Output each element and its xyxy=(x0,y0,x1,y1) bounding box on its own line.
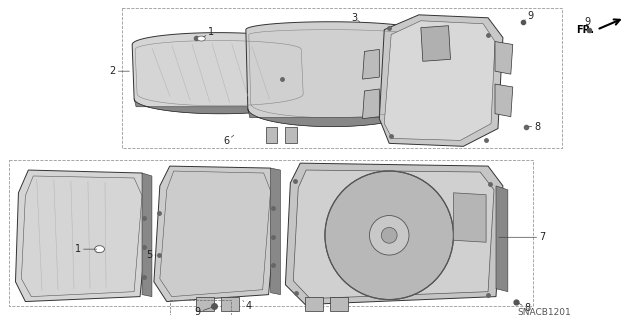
Polygon shape xyxy=(271,168,280,295)
Bar xyxy=(122,8,562,148)
Polygon shape xyxy=(330,297,348,311)
Polygon shape xyxy=(384,21,495,140)
Ellipse shape xyxy=(95,246,104,253)
Text: 2: 2 xyxy=(109,66,129,76)
Polygon shape xyxy=(132,33,307,114)
Polygon shape xyxy=(285,127,297,143)
Text: 4: 4 xyxy=(243,300,252,311)
Polygon shape xyxy=(196,297,214,311)
Text: 1: 1 xyxy=(204,27,214,37)
Polygon shape xyxy=(248,109,418,127)
Text: 3: 3 xyxy=(351,13,360,23)
Polygon shape xyxy=(380,15,503,146)
Polygon shape xyxy=(495,41,513,74)
Text: 9: 9 xyxy=(584,17,590,27)
Polygon shape xyxy=(496,186,508,292)
Polygon shape xyxy=(246,22,416,127)
Polygon shape xyxy=(421,26,451,61)
Polygon shape xyxy=(293,170,494,299)
Text: FR.: FR. xyxy=(576,25,594,35)
Polygon shape xyxy=(142,173,152,297)
Ellipse shape xyxy=(197,36,205,41)
Polygon shape xyxy=(221,297,239,311)
Bar xyxy=(8,160,532,307)
Polygon shape xyxy=(15,170,150,301)
Circle shape xyxy=(369,216,409,255)
Circle shape xyxy=(381,227,397,243)
Polygon shape xyxy=(134,99,309,114)
Polygon shape xyxy=(362,89,380,119)
Polygon shape xyxy=(454,193,486,242)
Polygon shape xyxy=(305,297,323,311)
Text: 7: 7 xyxy=(499,232,545,242)
Bar xyxy=(170,300,231,319)
Text: 9: 9 xyxy=(195,308,212,317)
Polygon shape xyxy=(285,163,503,305)
Polygon shape xyxy=(362,49,380,79)
Text: 5: 5 xyxy=(146,250,156,260)
Circle shape xyxy=(325,171,454,300)
Text: 6: 6 xyxy=(223,135,234,146)
Text: 1: 1 xyxy=(75,244,97,254)
Polygon shape xyxy=(495,84,513,117)
Text: 8: 8 xyxy=(518,303,531,314)
Polygon shape xyxy=(266,127,278,143)
Text: SNACB1201: SNACB1201 xyxy=(518,308,572,317)
Text: 9: 9 xyxy=(525,11,534,21)
Text: 8: 8 xyxy=(529,122,541,131)
Polygon shape xyxy=(154,166,278,301)
